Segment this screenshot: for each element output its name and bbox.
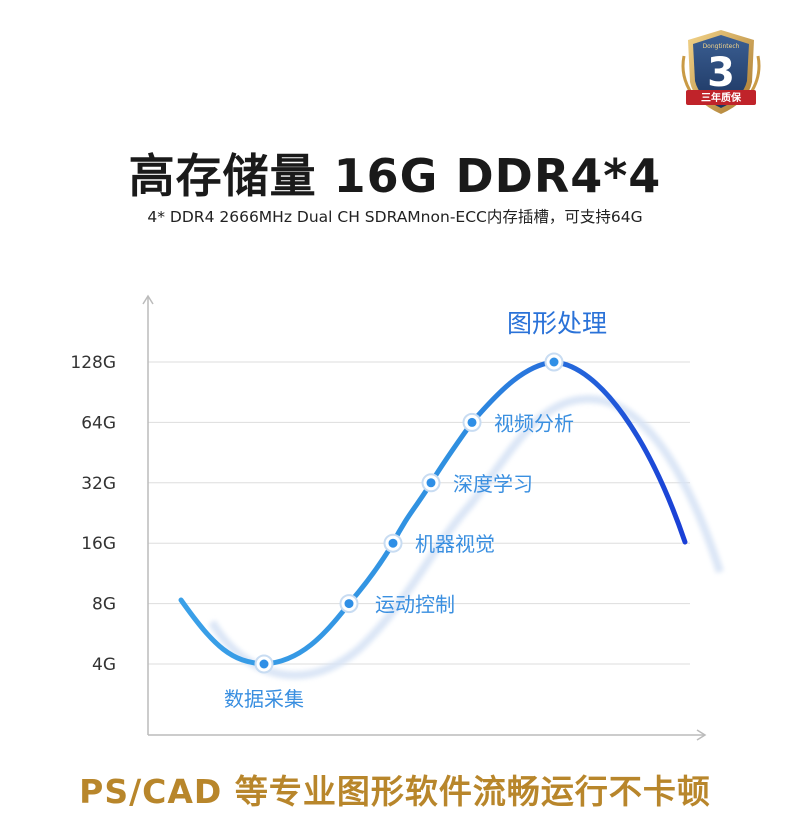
data-label: 视频分析: [494, 411, 574, 435]
y-tick-label: 4G: [92, 655, 116, 675]
page-subtitle: 4* DDR4 2666MHz Dual CH SDRAMnon-ECC内存插槽…: [147, 208, 643, 226]
data-point: [344, 599, 354, 609]
series-line: [178, 359, 688, 667]
data-label: 深度学习: [453, 472, 533, 496]
data-point: [549, 357, 559, 367]
data-label: 机器视觉: [415, 532, 495, 556]
y-axis-arrow: [142, 294, 154, 305]
footer-caption: PS/CAD 等专业图形软件流畅运行不卡顿: [79, 772, 711, 811]
badge-number: 3: [707, 50, 735, 96]
badge-brand: Dongtintech: [703, 43, 740, 50]
y-tick-label: 64G: [81, 413, 116, 433]
y-tick-label: 16G: [81, 534, 116, 554]
y-tick-label: 8G: [92, 595, 116, 615]
x-axis-arrow: [696, 729, 707, 741]
data-point: [388, 538, 398, 548]
memory-chart: 4G 8G 16G 32G 64G 128G 数据采集 运动控制 机器视觉 深度学习 视频分析 图形…: [70, 294, 724, 741]
data-label: 运动控制: [375, 593, 455, 617]
y-tick-label: 128G: [70, 353, 116, 373]
data-point: [426, 478, 436, 488]
badge-ribbon: 三年质保: [701, 91, 742, 104]
curve-shadow: [208, 394, 724, 680]
data-label: 图形处理: [507, 309, 607, 338]
data-point: [467, 417, 477, 427]
warranty-badge-icon: Dongtintech 3 三年质保: [681, 30, 761, 114]
page-title: 高存储量 16G DDR4*4: [128, 149, 662, 203]
y-tick-label: 32G: [81, 474, 116, 494]
data-label: 数据采集: [224, 687, 304, 711]
data-point: [259, 659, 269, 669]
